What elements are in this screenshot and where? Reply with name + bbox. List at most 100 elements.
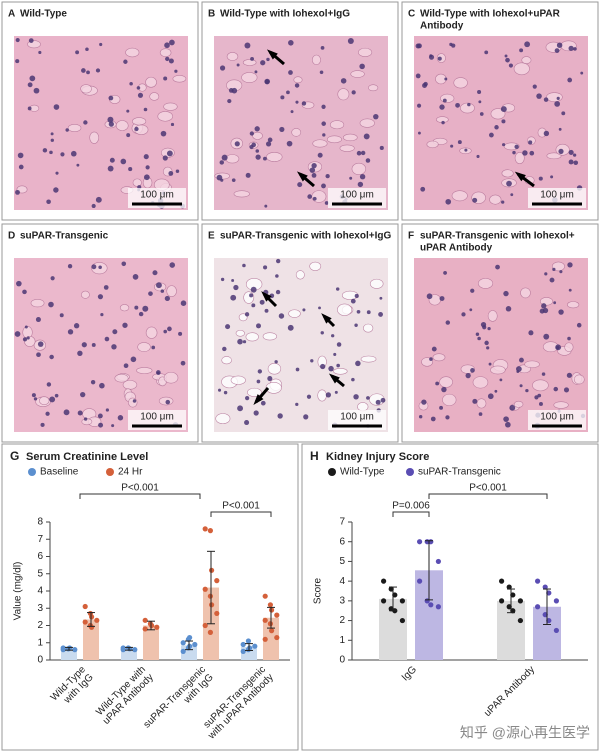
nucleus — [320, 363, 326, 370]
nucleus — [228, 88, 234, 93]
nucleus — [27, 82, 33, 88]
tissue-texture — [125, 47, 140, 58]
bar — [61, 648, 77, 660]
nucleus — [455, 102, 460, 108]
bar — [143, 625, 159, 660]
tissue-texture — [514, 152, 525, 164]
data-point — [142, 626, 148, 632]
nucleus — [230, 294, 237, 301]
panel-frame — [401, 1, 599, 221]
tissue-texture — [564, 342, 574, 352]
nucleus — [286, 90, 290, 95]
data-point — [82, 603, 88, 610]
legend-label: Baseline — [40, 467, 79, 478]
tissue-texture — [453, 77, 468, 89]
tissue-texture — [221, 356, 232, 365]
y-tick-label: 5 — [37, 568, 43, 579]
nucleus — [216, 174, 223, 181]
tissue-texture — [238, 313, 248, 322]
nucleus — [22, 337, 28, 342]
nucleus — [488, 362, 492, 366]
tissue-texture — [546, 152, 562, 160]
data-point — [247, 645, 253, 651]
nucleus — [138, 311, 144, 317]
tissue-texture — [265, 381, 282, 394]
nucleus — [301, 101, 307, 106]
nucleus — [355, 360, 361, 367]
tissue-texture — [67, 124, 82, 133]
nucleus — [245, 396, 250, 401]
nucleus — [264, 79, 270, 85]
nucleus — [353, 394, 359, 400]
panel-letter: A — [8, 9, 15, 20]
nucleus — [27, 106, 32, 111]
nucleus — [553, 301, 557, 305]
nucleus — [541, 372, 546, 376]
tissue-texture — [247, 387, 262, 397]
data-point — [202, 586, 208, 592]
panel-frame — [1, 223, 199, 443]
tissue-texture — [172, 75, 187, 83]
tissue-texture — [326, 135, 342, 144]
nucleus — [333, 352, 337, 356]
tissue-texture — [145, 326, 158, 339]
y-tick-label: 3 — [37, 603, 43, 614]
nucleus — [519, 384, 523, 388]
tissue-texture — [291, 128, 302, 137]
data-point — [269, 607, 275, 613]
nucleus — [319, 70, 324, 75]
y-tick-label: 8 — [37, 517, 43, 528]
data-point — [535, 578, 541, 584]
nucleus — [168, 171, 174, 176]
nucleus — [80, 391, 86, 398]
tissue-texture — [119, 304, 130, 312]
tissue-texture — [163, 102, 178, 111]
tissue-texture — [363, 323, 374, 333]
nucleus — [255, 149, 260, 153]
nucleus — [464, 148, 468, 152]
nucleus — [484, 50, 489, 55]
nucleus — [351, 377, 355, 382]
nucleus — [160, 289, 165, 293]
nucleus — [286, 140, 293, 147]
nucleus — [328, 365, 334, 372]
nucleus — [164, 295, 170, 302]
panel-frame — [1, 1, 199, 221]
nucleus — [528, 140, 533, 145]
data-point — [209, 602, 215, 608]
nucleus — [279, 126, 285, 133]
nucleus — [49, 396, 56, 403]
nucleus — [40, 422, 45, 427]
nucleus — [470, 368, 475, 373]
nucleus — [503, 416, 509, 422]
nucleus — [441, 386, 447, 393]
nucleus — [160, 130, 167, 137]
tissue-texture — [266, 151, 283, 162]
nucleus — [50, 276, 55, 281]
nucleus — [244, 420, 250, 426]
nucleus — [267, 375, 273, 382]
tissue-texture — [546, 92, 563, 103]
nucleus — [178, 331, 183, 336]
nucleus — [280, 95, 285, 100]
nucleus — [132, 274, 139, 280]
nucleus — [288, 40, 294, 46]
tissue-texture — [490, 108, 506, 120]
nucleus — [274, 360, 278, 364]
nucleus — [311, 163, 317, 169]
nucleus — [251, 303, 256, 308]
data-point — [202, 622, 208, 629]
nucleus — [83, 417, 88, 421]
nucleus — [505, 421, 511, 428]
nucleus — [98, 422, 104, 428]
nucleus — [503, 290, 509, 297]
tissue-texture — [30, 298, 45, 308]
nucleus — [321, 104, 326, 109]
nucleus — [310, 359, 314, 363]
data-point — [202, 526, 208, 532]
arrow-head — [266, 49, 278, 60]
nucleus — [363, 133, 370, 140]
nucleus — [90, 379, 96, 385]
nucleus — [18, 164, 24, 170]
nucleus — [117, 415, 124, 421]
